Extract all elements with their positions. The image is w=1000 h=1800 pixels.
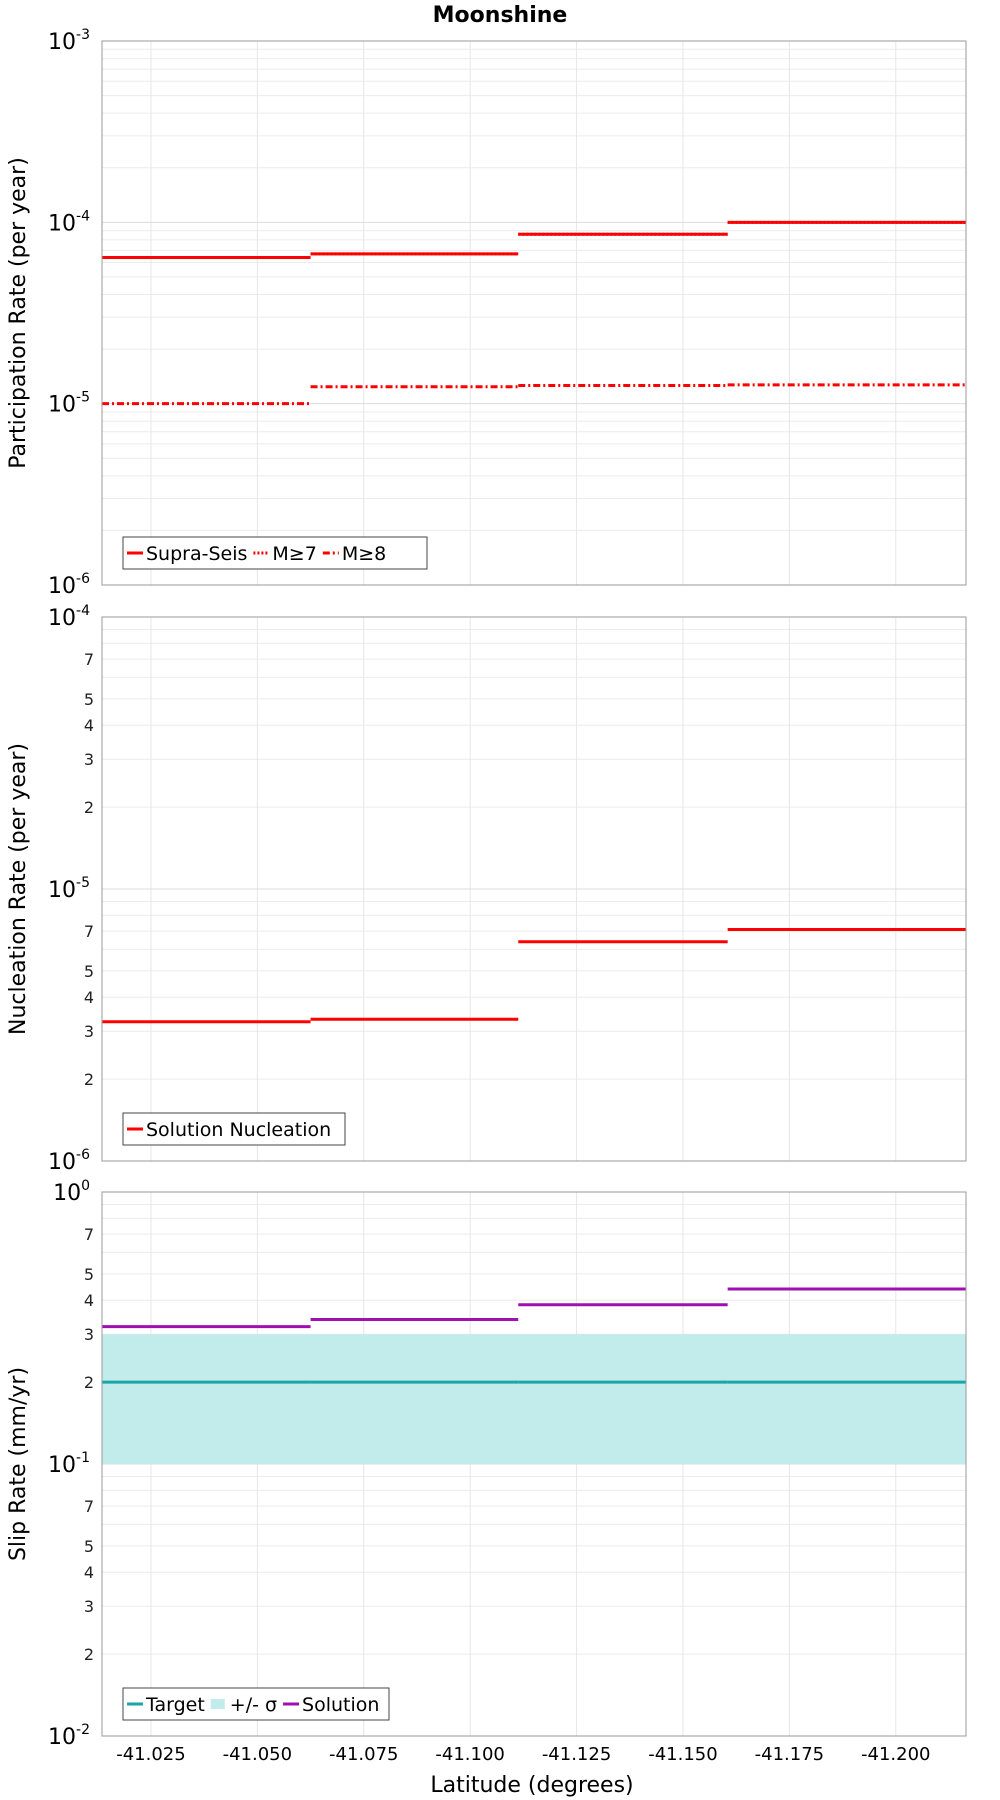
- legend-box: [122, 1687, 390, 1721]
- plot-frame: [101, 616, 967, 1162]
- legend-label: +/- σ: [230, 1694, 277, 1716]
- x-axis-title: Latitude (degrees): [430, 1773, 633, 1798]
- y-axis-title: Participation Rate (per year): [6, 157, 31, 469]
- x-tick-label: -41.150: [648, 1744, 717, 1765]
- x-tick-label: -41.075: [329, 1744, 398, 1765]
- sigma-band: [102, 1334, 966, 1464]
- y-minor-tick-label: 4: [84, 1291, 94, 1310]
- y-minor-tick-label: 5: [84, 1265, 94, 1284]
- panel-3: 10-2 10-1 100 2 2 3 3 4 4 5 5 7 7 Slip Rate (mm/yr) Ta…: [6, 1178, 967, 1750]
- y-minor-tick-label: 7: [84, 1225, 94, 1244]
- y-minor-tick-label: 7: [84, 1497, 94, 1516]
- y-minor-tick-label: 3: [84, 1325, 94, 1344]
- y-axis-title: Nucleation Rate (per year): [6, 743, 31, 1035]
- legend-box: [122, 536, 428, 570]
- y-axis-title: Slip Rate (mm/yr): [6, 1367, 31, 1561]
- y-tick-label: 10-1: [48, 1450, 90, 1478]
- x-tick-label: -41.050: [223, 1744, 292, 1765]
- y-tick-label: 10-4: [48, 603, 90, 631]
- x-tick-label: -41.175: [755, 1744, 824, 1765]
- legend-label: Solution Nucleation: [146, 1119, 331, 1141]
- y-minor-tick-label: 3: [84, 750, 94, 769]
- y-minor-tick-label: 2: [84, 1373, 94, 1392]
- y-minor-tick-label: 5: [84, 1537, 94, 1556]
- legend-label: M≥7: [272, 543, 316, 565]
- y-minor-tick-label: 4: [84, 1563, 94, 1582]
- legend-label: M≥8: [342, 543, 386, 565]
- plot-frame: [101, 1191, 967, 1737]
- legend-label: Supra-Seis: [146, 543, 247, 565]
- panel-1: 10-6 10-5 10-4 10-3 Participation Rate (per …: [6, 27, 967, 599]
- y-tick-label: 10-6: [48, 1147, 90, 1175]
- chart-title: Moonshine: [433, 3, 568, 28]
- y-minor-tick-label: 4: [84, 988, 94, 1007]
- legend-box: [122, 1112, 346, 1146]
- y-tick-label: 10-6: [48, 571, 90, 599]
- panels: 10-6 10-5 10-4 10-3 Participation Rate (per …: [6, 27, 967, 1765]
- y-minor-tick-label: 2: [84, 1645, 94, 1664]
- panel-2: 10-6 10-5 10-4 2 2 3 3 4 4 5 5 7 7 Nucleation Rate (p…: [6, 603, 967, 1175]
- legend-label: Target: [145, 1694, 205, 1716]
- y-tick-label: 10-3: [48, 27, 90, 55]
- y-minor-tick-label: 3: [84, 1022, 94, 1041]
- y-minor-tick-label: 3: [84, 1597, 94, 1616]
- x-tick-label: -41.125: [542, 1744, 611, 1765]
- plot-frame: [101, 40, 967, 586]
- x-tick-label: -41.200: [861, 1744, 930, 1765]
- y-minor-tick-label: 2: [84, 1070, 94, 1089]
- y-tick-label: 100: [53, 1178, 90, 1206]
- x-tick-label: -41.100: [435, 1744, 504, 1765]
- legend-label: Solution: [302, 1694, 379, 1716]
- y-tick-label: 10-5: [48, 390, 90, 418]
- y-tick-label: 10-5: [48, 875, 90, 903]
- y-minor-tick-label: 2: [84, 798, 94, 817]
- x-tick-label: -41.025: [116, 1744, 185, 1765]
- y-tick-label: 10-2: [48, 1722, 90, 1750]
- y-minor-tick-label: 5: [84, 962, 94, 981]
- y-tick-label: 10-4: [48, 208, 90, 236]
- plot-area: [102, 41, 966, 585]
- y-minor-tick-label: 5: [84, 690, 94, 709]
- y-minor-tick-label: 4: [84, 716, 94, 735]
- y-minor-tick-label: 7: [84, 922, 94, 941]
- legend-swatch-band: [210, 1699, 225, 1709]
- y-minor-tick-label: 7: [84, 650, 94, 669]
